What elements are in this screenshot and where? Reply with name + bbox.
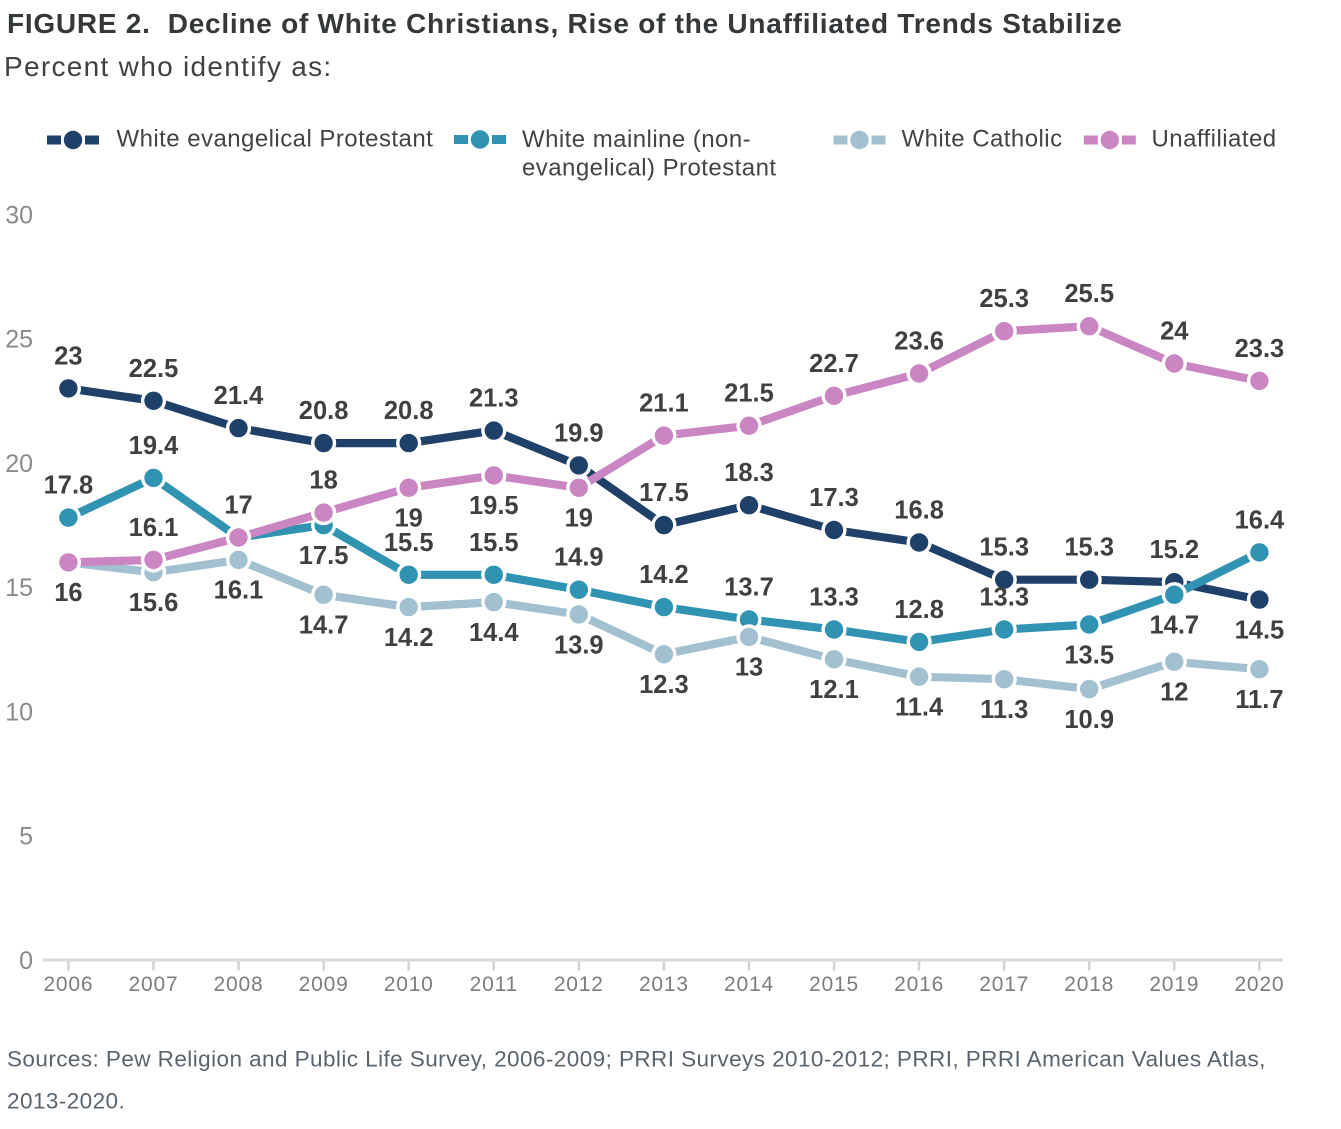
svg-text:15.6: 15.6	[129, 589, 179, 617]
svg-text:20: 20	[5, 450, 33, 478]
svg-text:14.2: 14.2	[384, 624, 434, 652]
svg-text:Sources: Pew Religion and Publ: Sources: Pew Religion and Public Life Su…	[7, 1046, 1266, 1071]
svg-text:2016: 2016	[894, 973, 944, 996]
svg-text:16.1: 16.1	[129, 514, 179, 542]
svg-text:2011: 2011	[470, 973, 518, 996]
svg-text:12.1: 12.1	[809, 676, 859, 704]
svg-text:18: 18	[309, 467, 337, 495]
svg-text:15: 15	[5, 574, 33, 602]
svg-text:14.2: 14.2	[639, 561, 689, 589]
svg-text:12.8: 12.8	[894, 596, 944, 624]
svg-text:Percent who identify as:: Percent who identify as:	[4, 51, 332, 82]
svg-text:White mainline (non-: White mainline (non-	[522, 126, 751, 153]
svg-text:0: 0	[19, 947, 33, 975]
svg-text:30: 30	[5, 201, 33, 229]
svg-text:13.7: 13.7	[724, 574, 774, 602]
svg-text:20.8: 20.8	[299, 397, 349, 425]
svg-text:17: 17	[224, 492, 252, 520]
svg-text:13.3: 13.3	[809, 584, 859, 612]
svg-text:23.6: 23.6	[894, 328, 944, 356]
svg-text:13.5: 13.5	[1064, 641, 1114, 669]
svg-text:16: 16	[54, 579, 82, 607]
svg-text:14.7: 14.7	[1149, 612, 1199, 640]
svg-text:18.3: 18.3	[724, 459, 774, 487]
svg-text:21.5: 21.5	[724, 380, 774, 408]
svg-text:14.5: 14.5	[1235, 616, 1285, 644]
svg-text:21.1: 21.1	[639, 390, 689, 418]
svg-text:2014: 2014	[724, 973, 774, 996]
svg-text:5: 5	[19, 823, 33, 851]
svg-text:16.1: 16.1	[214, 577, 264, 605]
svg-text:12.3: 12.3	[639, 671, 689, 699]
svg-text:FIGURE 2. Decline of White Ch: FIGURE 2. Decline of White Christians, R…	[7, 8, 1123, 39]
svg-text:2007: 2007	[129, 973, 179, 996]
svg-text:evangelical) Protestant: evangelical) Protestant	[522, 155, 777, 182]
svg-text:White Catholic: White Catholic	[902, 126, 1063, 153]
svg-text:2008: 2008	[214, 973, 264, 996]
svg-text:13.9: 13.9	[554, 631, 604, 659]
svg-text:2017: 2017	[979, 973, 1029, 996]
svg-text:14.9: 14.9	[554, 544, 604, 572]
svg-text:2013: 2013	[639, 973, 689, 996]
svg-text:2012: 2012	[554, 973, 604, 996]
svg-text:10: 10	[5, 699, 33, 727]
svg-text:23.3: 23.3	[1235, 335, 1285, 363]
svg-text:19.5: 19.5	[469, 492, 519, 520]
svg-text:12: 12	[1160, 679, 1188, 707]
svg-text:16.8: 16.8	[894, 497, 944, 525]
svg-text:2009: 2009	[299, 973, 349, 996]
svg-text:17.5: 17.5	[639, 479, 689, 507]
svg-text:11.4: 11.4	[895, 694, 944, 722]
svg-text:16.4: 16.4	[1235, 506, 1285, 534]
svg-text:2015: 2015	[809, 973, 859, 996]
svg-text:11.7: 11.7	[1235, 686, 1283, 714]
svg-text:2013-2020.: 2013-2020.	[7, 1088, 125, 1113]
svg-text:13: 13	[735, 654, 763, 682]
svg-text:15.2: 15.2	[1149, 536, 1199, 564]
svg-text:17.8: 17.8	[44, 472, 94, 500]
svg-text:15.3: 15.3	[1064, 534, 1114, 562]
svg-text:15.5: 15.5	[384, 529, 434, 557]
svg-text:17.3: 17.3	[809, 484, 859, 512]
svg-text:15.3: 15.3	[979, 534, 1029, 562]
svg-text:11.3: 11.3	[980, 696, 1028, 724]
svg-text:14.7: 14.7	[299, 612, 349, 640]
svg-text:20.8: 20.8	[384, 397, 434, 425]
svg-text:21.4: 21.4	[214, 382, 264, 410]
svg-text:21.3: 21.3	[469, 385, 519, 413]
svg-text:19.4: 19.4	[129, 432, 179, 460]
svg-text:10.9: 10.9	[1064, 706, 1114, 734]
svg-text:17.5: 17.5	[299, 542, 349, 570]
svg-text:22.5: 22.5	[129, 355, 179, 383]
svg-text:19: 19	[395, 505, 423, 533]
svg-text:13.3: 13.3	[979, 584, 1029, 612]
svg-text:19: 19	[565, 505, 593, 533]
svg-text:2019: 2019	[1149, 973, 1199, 996]
svg-text:23: 23	[54, 342, 82, 370]
svg-text:22.7: 22.7	[809, 350, 859, 378]
svg-text:2006: 2006	[43, 973, 93, 996]
svg-text:2010: 2010	[384, 973, 434, 996]
svg-text:19.9: 19.9	[554, 419, 604, 447]
svg-text:25: 25	[5, 326, 33, 354]
svg-text:25.3: 25.3	[979, 285, 1029, 313]
svg-text:White evangelical Protestant: White evangelical Protestant	[117, 126, 434, 153]
svg-text:25.5: 25.5	[1064, 280, 1114, 308]
svg-text:Unaffiliated: Unaffiliated	[1152, 126, 1277, 153]
svg-text:24: 24	[1160, 318, 1189, 346]
svg-text:14.4: 14.4	[469, 619, 519, 647]
svg-text:2020: 2020	[1234, 973, 1284, 996]
svg-text:15.5: 15.5	[469, 529, 519, 557]
svg-text:2018: 2018	[1064, 973, 1114, 996]
